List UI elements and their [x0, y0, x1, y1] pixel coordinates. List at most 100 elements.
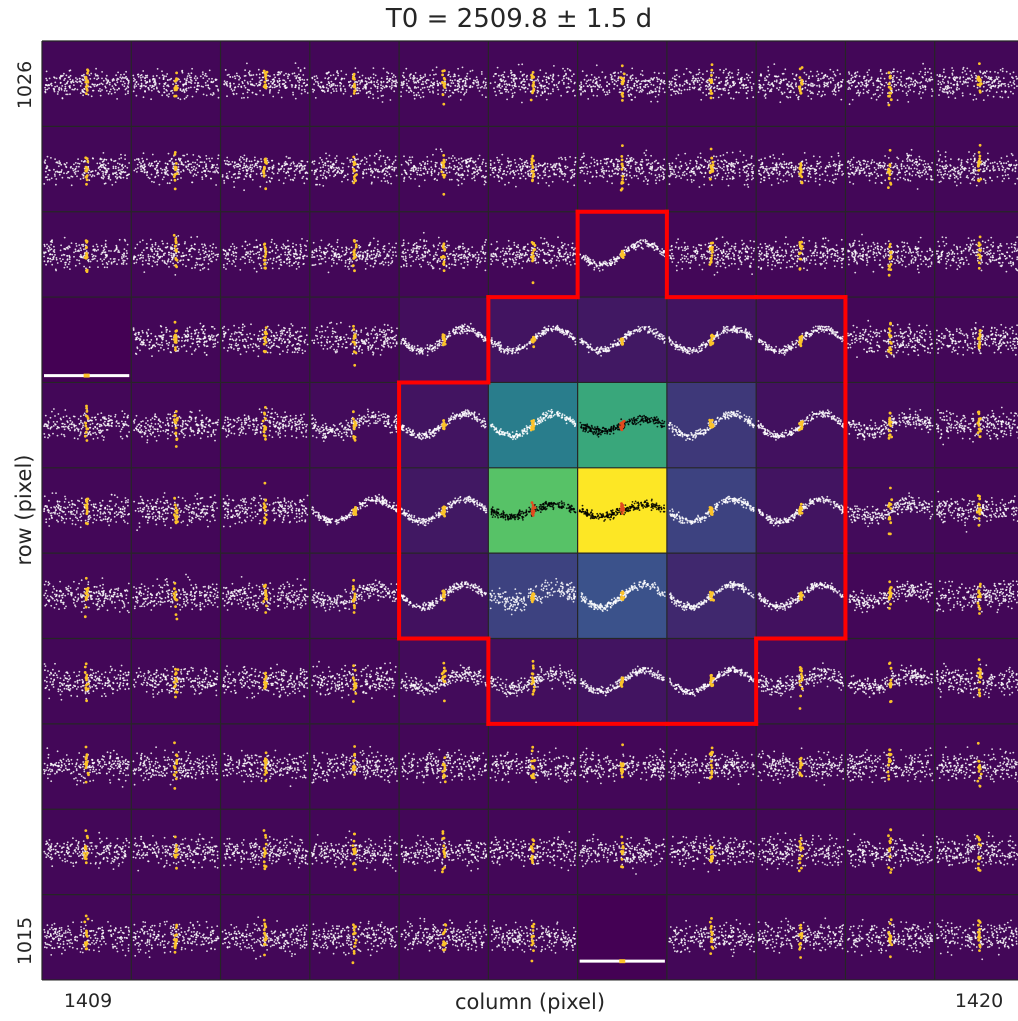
- transit-marker: [84, 497, 90, 526]
- pixel-cell-r1024-c1416: [666, 211, 757, 298]
- transit-marker: [530, 659, 536, 696]
- pixel-cell-r1022-c1414: [488, 382, 578, 468]
- transit-marker: [619, 590, 626, 601]
- pixel-cell-r1020-c1414: [488, 553, 578, 639]
- transit-marker: [262, 918, 268, 957]
- pixel-background: [42, 297, 132, 383]
- transit-marker: [887, 918, 894, 959]
- transit-marker: [530, 922, 536, 963]
- transit-marker: [351, 72, 357, 95]
- pixel-cell-r1023-c1414: [488, 297, 578, 383]
- lightcurve-points: [489, 577, 577, 616]
- pixel-cell-r1026-c1413: [399, 41, 489, 127]
- pixel-grid-plot: [41, 40, 1018, 981]
- transit-marker: [173, 496, 179, 525]
- transit-marker: [172, 581, 179, 621]
- pixel-cell-r1025-c1418: [845, 126, 935, 212]
- lightcurve-points: [757, 325, 845, 356]
- transit-marker: [798, 756, 804, 778]
- pixel-cell-r1026-c1409: [42, 41, 132, 127]
- lightcurve-points: [668, 581, 755, 612]
- pixel-cell-r1021-c1417: [756, 467, 846, 554]
- pixel-cell-r1019-c1412: [309, 638, 400, 724]
- pixel-cell-r1020-c1412: [309, 553, 400, 639]
- transit-marker: [440, 661, 447, 703]
- pixel-cell-r1019-c1413: [399, 638, 489, 724]
- transit-marker: [262, 69, 269, 90]
- pixel-background: [309, 297, 400, 383]
- transit-marker: [83, 829, 89, 865]
- pixel-cell-r1017-c1409: [42, 809, 132, 895]
- lightcurve-points: [936, 150, 1018, 187]
- pixel-cell-r1018-c1419: [934, 723, 1018, 810]
- pixel-cell-r1026-c1419: [934, 41, 1018, 127]
- pixel-cell-r1020-c1418: [845, 553, 935, 639]
- transit-marker: [620, 835, 625, 869]
- pixel-cell-r1026-c1414: [488, 41, 578, 127]
- pixel-cell-r1019-c1418: [845, 638, 935, 724]
- pixel-cell-r1025-c1415: [577, 126, 667, 212]
- transit-marker: [887, 242, 893, 277]
- lightcurve-points: [579, 665, 665, 697]
- pixel-cell-r1016-c1415: [577, 894, 667, 980]
- lightcurve-points: [222, 494, 309, 528]
- lightcurve-points: [400, 409, 487, 441]
- pixel-cell-r1018-c1413: [399, 723, 489, 810]
- transit-marker: [172, 741, 179, 790]
- transit-marker: [708, 241, 715, 266]
- transit-marker: [708, 746, 714, 780]
- lightcurve-points: [400, 322, 487, 357]
- lightcurve-points: [489, 153, 577, 188]
- lightcurve-points: [668, 150, 755, 188]
- transit-marker: [441, 589, 446, 602]
- pixel-cell-r1022-c1412: [309, 382, 400, 468]
- lightcurve-points: [311, 149, 398, 187]
- transit-marker: [351, 745, 357, 776]
- pixel-cell-r1021-c1411: [220, 467, 310, 554]
- transit-marker: [619, 676, 625, 688]
- lightcurve-points: [400, 834, 488, 872]
- lightcurve-points: [400, 495, 488, 527]
- pixel-background: [934, 126, 1018, 212]
- transit-marker: [708, 590, 715, 602]
- pixel-cell-r1021-c1414: [488, 467, 578, 554]
- transit-marker: [887, 828, 893, 874]
- pixel-cell-r1025-c1409: [42, 126, 132, 212]
- pixel-cell-r1026-c1410: [131, 41, 221, 127]
- transit-marker: [976, 582, 982, 615]
- lightcurve-points: [848, 580, 934, 614]
- transit-marker: [976, 741, 983, 788]
- lightcurve-points: [132, 746, 219, 786]
- lightcurve-points: [846, 918, 934, 957]
- lightcurve-points: [43, 236, 129, 272]
- transit-marker: [530, 745, 537, 780]
- lightcurve-points: [400, 148, 487, 188]
- pixel-cell-r1017-c1411: [220, 809, 310, 895]
- transit-marker: [441, 419, 448, 431]
- lightcurve-points: [311, 67, 398, 103]
- transit-marker: [619, 144, 625, 192]
- transit-marker: [975, 494, 983, 527]
- pixel-cell-r1019-c1414: [488, 638, 578, 724]
- pixel-background: [934, 809, 1018, 895]
- lightcurve-points: [221, 323, 309, 358]
- lightcurve-points: [579, 149, 666, 186]
- pixel-cell-r1026-c1416: [666, 41, 757, 127]
- pixel-cell-r1021-c1416: [666, 467, 757, 554]
- pixel-cell-r1018-c1411: [220, 723, 310, 810]
- transit-marker: [173, 410, 179, 448]
- pixel-cell-r1020-c1413: [399, 553, 489, 639]
- pixel-background: [934, 638, 1018, 724]
- transit-marker: [708, 147, 715, 181]
- pixel-cell-r1020-c1419: [934, 553, 1018, 639]
- lightcurve-points: [846, 747, 934, 784]
- lightcurve-points: [222, 576, 309, 612]
- lightcurve-points: [132, 67, 220, 101]
- transit-marker: [351, 506, 358, 516]
- transit-marker: [708, 917, 715, 955]
- lightcurve-points: [400, 664, 487, 696]
- pixel-cell-r1018-c1415: [577, 723, 667, 810]
- pixel-cell-r1024-c1415: [577, 211, 667, 298]
- pixel-cell-r1022-c1419: [934, 382, 1018, 468]
- transit-marker: [262, 829, 268, 871]
